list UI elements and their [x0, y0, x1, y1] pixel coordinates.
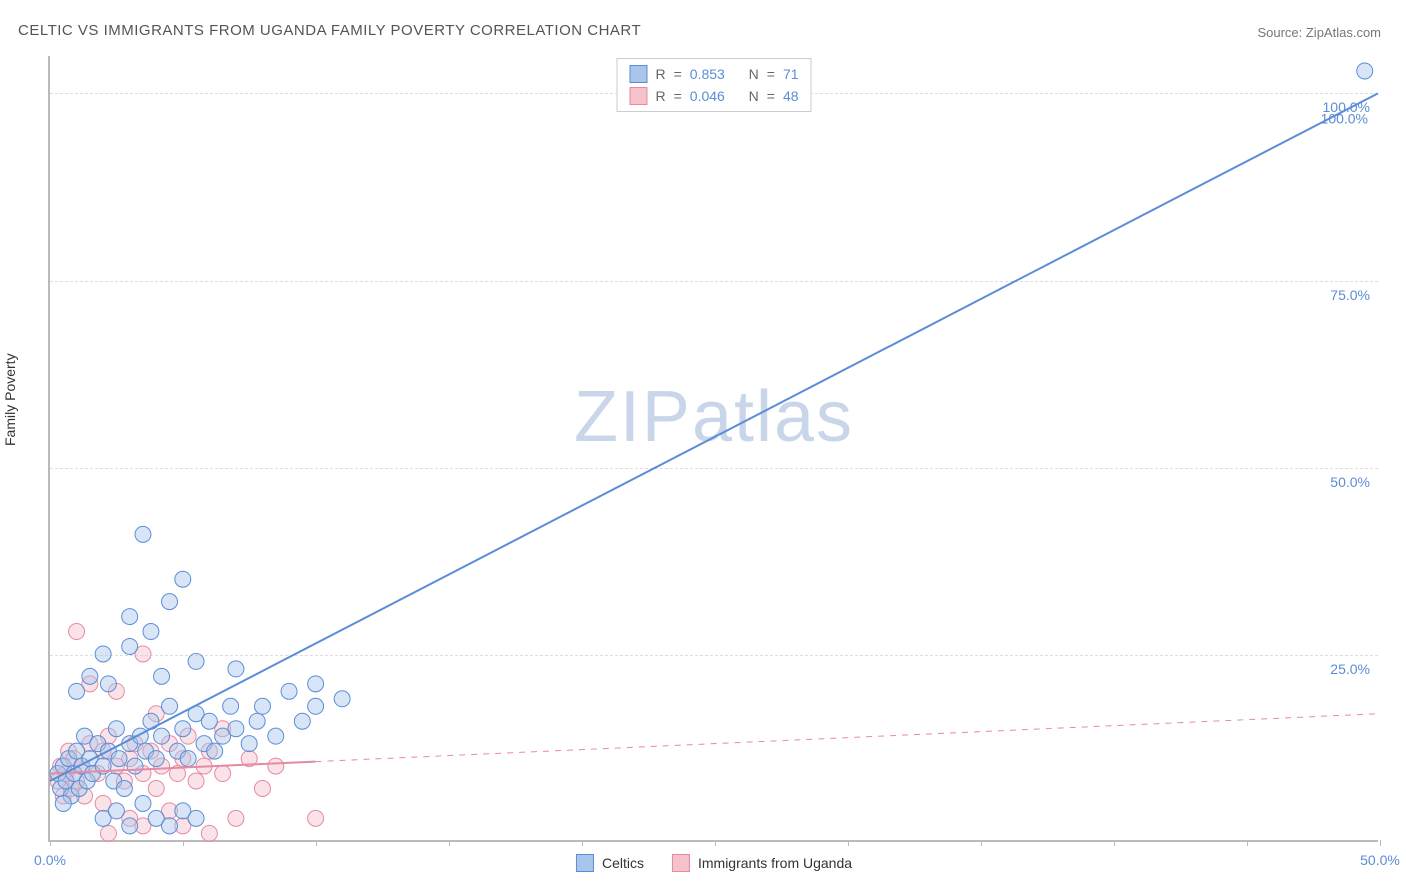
r-label-uganda: R: [655, 88, 665, 104]
swatch-uganda-icon: [672, 854, 690, 872]
legend-item-celtics: Celtics: [576, 854, 644, 872]
trend-line-celtics: [50, 93, 1378, 781]
x-tick: [582, 840, 583, 846]
data-point-celtics: [162, 698, 178, 714]
n-label-celtics: N: [749, 66, 759, 82]
data-point-celtics: [69, 683, 85, 699]
n-value-uganda: 48: [783, 88, 799, 104]
data-point-celtics: [162, 594, 178, 610]
legend-label-celtics: Celtics: [602, 855, 644, 871]
data-point-uganda: [69, 624, 85, 640]
x-tick: [848, 840, 849, 846]
data-point-celtics: [188, 810, 204, 826]
data-point-celtics: [175, 721, 191, 737]
data-point-celtics: [82, 668, 98, 684]
data-point-uganda: [308, 810, 324, 826]
data-point-uganda: [254, 781, 270, 797]
x-tick: [715, 840, 716, 846]
data-point-celtics: [201, 713, 217, 729]
x-tick: [183, 840, 184, 846]
n-label-uganda: N: [749, 88, 759, 104]
source-attribution: Source: ZipAtlas.com: [1257, 25, 1381, 40]
data-point-uganda: [215, 766, 231, 782]
x-tick: [316, 840, 317, 846]
legend-row-celtics: R = 0.853 N = 71: [629, 63, 798, 85]
swatch-uganda: [629, 87, 647, 105]
data-point-celtics: [308, 698, 324, 714]
x-tick: [1247, 840, 1248, 846]
data-point-celtics: [268, 728, 284, 744]
x-tick: [50, 840, 51, 846]
data-point-celtics: [127, 758, 143, 774]
legend-correlation-box: R = 0.853 N = 71 R = 0.046 N = 48: [616, 58, 811, 112]
data-point-celtics: [180, 751, 196, 767]
data-point-celtics: [1357, 63, 1373, 79]
r-value-celtics: 0.853: [690, 66, 725, 82]
r-value-uganda: 0.046: [690, 88, 725, 104]
data-point-celtics: [249, 713, 265, 729]
legend-series: Celtics Immigrants from Uganda: [576, 854, 852, 872]
data-point-celtics: [143, 624, 159, 640]
x-tick: [981, 840, 982, 846]
x-tick: [1380, 840, 1381, 846]
data-point-celtics: [95, 646, 111, 662]
x-tick-label: 50.0%: [1360, 852, 1400, 868]
data-point-celtics: [154, 728, 170, 744]
data-point-uganda: [201, 825, 217, 841]
data-point-celtics: [122, 818, 138, 834]
n-value-celtics: 71: [783, 66, 799, 82]
data-point-celtics: [135, 795, 151, 811]
data-point-celtics: [154, 668, 170, 684]
x-tick: [1114, 840, 1115, 846]
y-axis-label: Family Poverty: [2, 353, 18, 446]
x-tick: [449, 840, 450, 846]
data-point-celtics: [228, 721, 244, 737]
data-point-celtics: [308, 676, 324, 692]
data-point-celtics: [135, 526, 151, 542]
data-point-celtics: [122, 638, 138, 654]
data-point-uganda: [148, 781, 164, 797]
r-label-celtics: R: [655, 66, 665, 82]
data-point-uganda: [268, 758, 284, 774]
data-point-celtics: [188, 653, 204, 669]
data-point-celtics: [108, 721, 124, 737]
plot-area: ZIPatlas 25.0%50.0%75.0%100.0% 0.0%50.0%…: [48, 56, 1378, 842]
data-point-uganda: [188, 773, 204, 789]
data-point-celtics: [223, 698, 239, 714]
data-point-celtics: [281, 683, 297, 699]
trend-end-label: 100.0%: [1321, 110, 1368, 126]
data-point-celtics: [254, 698, 270, 714]
data-point-celtics: [122, 609, 138, 625]
legend-row-uganda: R = 0.046 N = 48: [629, 85, 798, 107]
data-point-uganda: [228, 810, 244, 826]
legend-label-uganda: Immigrants from Uganda: [698, 855, 852, 871]
x-tick-label: 0.0%: [34, 852, 66, 868]
data-point-uganda: [100, 825, 116, 841]
data-point-celtics: [100, 676, 116, 692]
legend-item-uganda: Immigrants from Uganda: [672, 854, 852, 872]
chart-title: CELTIC VS IMMIGRANTS FROM UGANDA FAMILY …: [18, 22, 641, 39]
data-point-celtics: [294, 713, 310, 729]
chart-container: CELTIC VS IMMIGRANTS FROM UGANDA FAMILY …: [0, 0, 1406, 892]
swatch-celtics-icon: [576, 854, 594, 872]
data-point-celtics: [108, 803, 124, 819]
data-point-celtics: [241, 736, 257, 752]
swatch-celtics: [629, 65, 647, 83]
data-point-celtics: [111, 751, 127, 767]
data-point-celtics: [55, 795, 71, 811]
data-point-celtics: [148, 751, 164, 767]
data-point-celtics: [334, 691, 350, 707]
data-point-celtics: [175, 571, 191, 587]
data-point-celtics: [162, 818, 178, 834]
data-point-celtics: [116, 781, 132, 797]
data-point-celtics: [207, 743, 223, 759]
plot-svg: 100.0%: [50, 56, 1378, 841]
trend-line-dashed-uganda: [316, 714, 1378, 762]
data-point-celtics: [228, 661, 244, 677]
